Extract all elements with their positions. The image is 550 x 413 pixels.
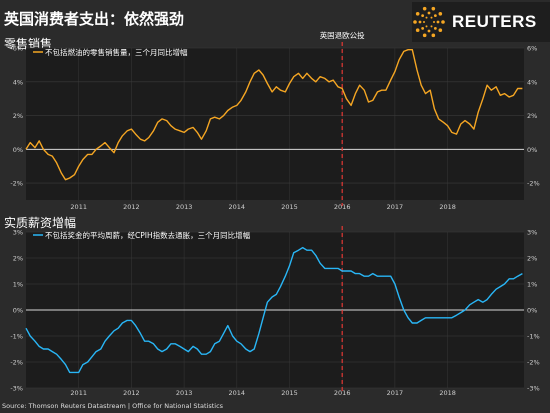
logo-dot (430, 25, 433, 28)
legend-label: 不包括奖金的平均周薪，经CPIH指数去通胀，三个月同比增幅 (45, 230, 251, 240)
chart1-title: 零售销售 (4, 37, 53, 51)
logo-dot (438, 11, 443, 16)
x-tick-label: 2011 (70, 389, 87, 397)
legend-label: 不包括燃油的零售销售量，三个月同比增幅 (45, 47, 188, 57)
logo-dot (433, 26, 437, 30)
y-tick-label-left: 0% (13, 307, 23, 315)
y-tick-label-right: 3% (527, 229, 537, 237)
logo-dot (436, 20, 440, 24)
logo-dot (430, 16, 433, 19)
series-line (25, 49, 523, 181)
y-tick-label-right: -3% (527, 385, 540, 393)
x-tick-label: 2014 (229, 389, 246, 397)
y-tick-label-right: 0% (527, 146, 537, 154)
logo-dot (415, 11, 420, 16)
logo-dot (441, 20, 445, 24)
y-tick-label-left: 3% (13, 229, 23, 237)
x-tick-label: 2015 (281, 389, 298, 397)
reuters-dots-icon (413, 6, 445, 38)
logo-dot (438, 28, 443, 33)
x-tick-label: 2011 (70, 203, 87, 211)
x-tick-label: 2015 (281, 203, 298, 211)
logo-dot (422, 33, 427, 38)
y-tick-label-right: 6% (527, 45, 537, 53)
y-tick-label-left: 4% (13, 78, 23, 86)
reuters-logo: REUTERS (412, 2, 550, 42)
y-tick-label-left: 1% (13, 281, 23, 289)
logo-dot (427, 11, 431, 15)
brand-name: REUTERS (452, 12, 537, 31)
series-line (25, 246, 523, 374)
x-tick-label: 2018 (439, 389, 456, 397)
y-tick-label-left: 2% (13, 112, 23, 120)
logo-dot (413, 20, 417, 24)
x-tick-label: 2012 (123, 203, 140, 211)
y-tick-label-left: -3% (10, 385, 23, 393)
y-tick-label-right: 2% (527, 112, 537, 120)
logo-dot (418, 20, 422, 24)
x-tick-label: 2017 (387, 203, 404, 211)
y-tick-label-left: -2% (10, 359, 23, 367)
source-note: Source: Thomson Reuters Datastream | Off… (2, 402, 224, 410)
logo-dot (433, 14, 437, 18)
logo-dot (425, 16, 428, 19)
x-tick-label: 2016 (334, 203, 351, 211)
logo-dot (421, 14, 425, 18)
chart2-title: 实质薪资增幅 (4, 216, 77, 230)
page-title: 英国消费者支出：依然强劲 (4, 10, 185, 28)
x-tick-label: 2014 (229, 203, 246, 211)
logo-dot (425, 25, 428, 28)
y-tick-label-right: 2% (527, 255, 537, 263)
y-tick-label-left: 6% (13, 45, 23, 53)
annotation-label: 英国退欧公投 (320, 30, 365, 40)
plot-area (26, 48, 524, 200)
x-tick-label: 2018 (439, 203, 456, 211)
x-tick-label: 2013 (176, 203, 193, 211)
y-tick-label-right: 0% (527, 307, 537, 315)
y-tick-label-right: -2% (527, 180, 540, 188)
logo-dot (423, 21, 425, 23)
logo-dot (415, 28, 420, 33)
logo-dot (427, 29, 431, 33)
logo-dot (433, 21, 435, 23)
logo-dot (422, 6, 427, 11)
logo-dot (431, 6, 436, 11)
y-tick-label-left: 2% (13, 255, 23, 263)
logo-dot (421, 26, 425, 30)
x-tick-label: 2013 (176, 389, 193, 397)
x-tick-label: 2017 (387, 389, 404, 397)
y-tick-label-left: -1% (10, 333, 23, 341)
logo-dot (431, 33, 436, 38)
y-tick-label-right: -1% (527, 333, 540, 341)
y-tick-label-left: -2% (10, 180, 23, 188)
y-tick-label-right: 4% (527, 78, 537, 86)
y-tick-label-right: 1% (527, 281, 537, 289)
y-tick-label-right: -2% (527, 359, 540, 367)
x-tick-label: 2016 (334, 389, 351, 397)
x-tick-label: 2012 (123, 389, 140, 397)
y-tick-label-left: 0% (13, 146, 23, 154)
